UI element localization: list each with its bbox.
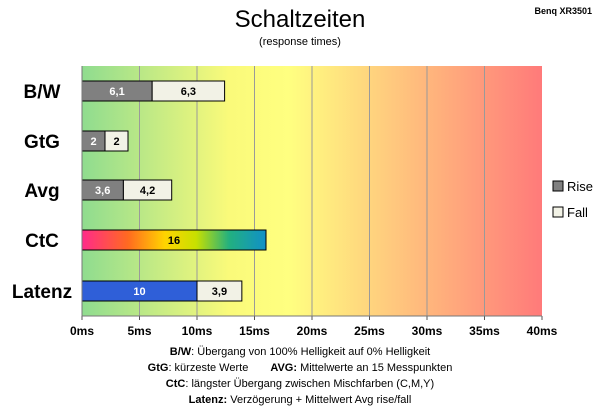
- x-tick-label: 10ms: [182, 324, 213, 338]
- fall-bar: [151, 80, 226, 102]
- category-label: Latenz: [12, 282, 72, 303]
- footnote-ctc: CtC: längster Übergang zwischen Mischfar…: [0, 376, 600, 392]
- legend-rise-swatch: [552, 180, 564, 192]
- rise-data-label: 16: [168, 235, 180, 247]
- footnote-gtg-key: GtG: [147, 362, 169, 374]
- fall-data-label: 3,9: [212, 286, 227, 298]
- fall-bar: [104, 130, 129, 152]
- footnote-bw-key: B/W: [169, 346, 192, 358]
- fall-data-label: 6,3: [181, 86, 196, 98]
- fall-bar: [122, 179, 173, 201]
- footnote-avg-text: Mittelwerte an 15 Messpunkten: [297, 362, 453, 374]
- x-tick-label: 30ms: [412, 324, 443, 338]
- x-tick-label: 0ms: [70, 324, 94, 338]
- x-tick-label: 35ms: [469, 324, 500, 338]
- legend-fall-label: Fall: [567, 205, 588, 220]
- x-axis-ticks: 0ms 5ms 10ms 15ms 20ms 25ms 30ms 35ms 40ms: [70, 66, 558, 338]
- footnote-bw-text: : Übergang von 100% Helligkeit auf 0% He…: [191, 346, 431, 358]
- footnote-latenz-key: Latenz:: [188, 394, 228, 406]
- footnote-ctc-key: CtC: [165, 378, 186, 390]
- footnote-ctc-text: : längster Übergang zwischen Mischfarben…: [185, 378, 435, 390]
- category-labels: B/W GtG Avg CtC Latenz: [12, 82, 72, 303]
- footnote-bw: B/W: Übergang von 100% Helligkeit auf 0%…: [0, 344, 600, 360]
- x-tick-label: 5ms: [127, 324, 151, 338]
- footnote-gtg-avg: GtG: kürzeste Werte AVG: Mittelwerte an 1…: [0, 360, 600, 376]
- category-label: B/W: [24, 82, 61, 103]
- x-tick-label: 15ms: [239, 324, 270, 338]
- footnote-latenz: Latenz: Verzögerung + Mittelwert Avg ris…: [0, 392, 600, 408]
- footnote-gtg-text: : kürzeste Werte: [168, 362, 249, 374]
- legend: Rise Fall: [552, 179, 593, 220]
- chart-subtitle: (response times): [259, 36, 341, 48]
- footnote-latenz-text: Verzögerung + Mittelwert Avg rise/fall: [227, 394, 412, 406]
- rise-data-label: 3,6: [95, 185, 110, 197]
- x-tick-label: 25ms: [354, 324, 385, 338]
- fall-data-label: 4,2: [140, 185, 155, 197]
- legend-fall-swatch: [552, 206, 564, 218]
- chart-title: Schaltzeiten: [234, 6, 366, 33]
- category-label: Avg: [24, 181, 59, 202]
- monitor-model-label: Benq XR3501: [534, 6, 592, 16]
- rise-data-label: 6,1: [109, 86, 124, 98]
- footnote-avg-key: AVG:: [270, 362, 298, 374]
- rise-data-label: 10: [133, 286, 145, 298]
- fall-bar: [196, 280, 243, 302]
- category-label: CtC: [25, 231, 59, 252]
- x-tick-label: 20ms: [297, 324, 328, 338]
- fall-data-label: 2: [113, 136, 119, 148]
- bars: 6,1 6,3 2 2 3,6 4,2 16 10 3,9: [81, 80, 267, 302]
- category-label: GtG: [24, 132, 60, 153]
- response-time-chart: 6,1 6,3 2 2 3,6 4,2 16 10 3,9 B/W GtG Avg CtC Latenz…: [12, 66, 593, 338]
- rise-data-label: 2: [90, 136, 96, 148]
- x-tick-label: 40ms: [527, 324, 558, 338]
- legend-rise-label: Rise: [567, 179, 593, 194]
- footnotes: B/W: Übergang von 100% Helligkeit auf 0%…: [0, 344, 600, 408]
